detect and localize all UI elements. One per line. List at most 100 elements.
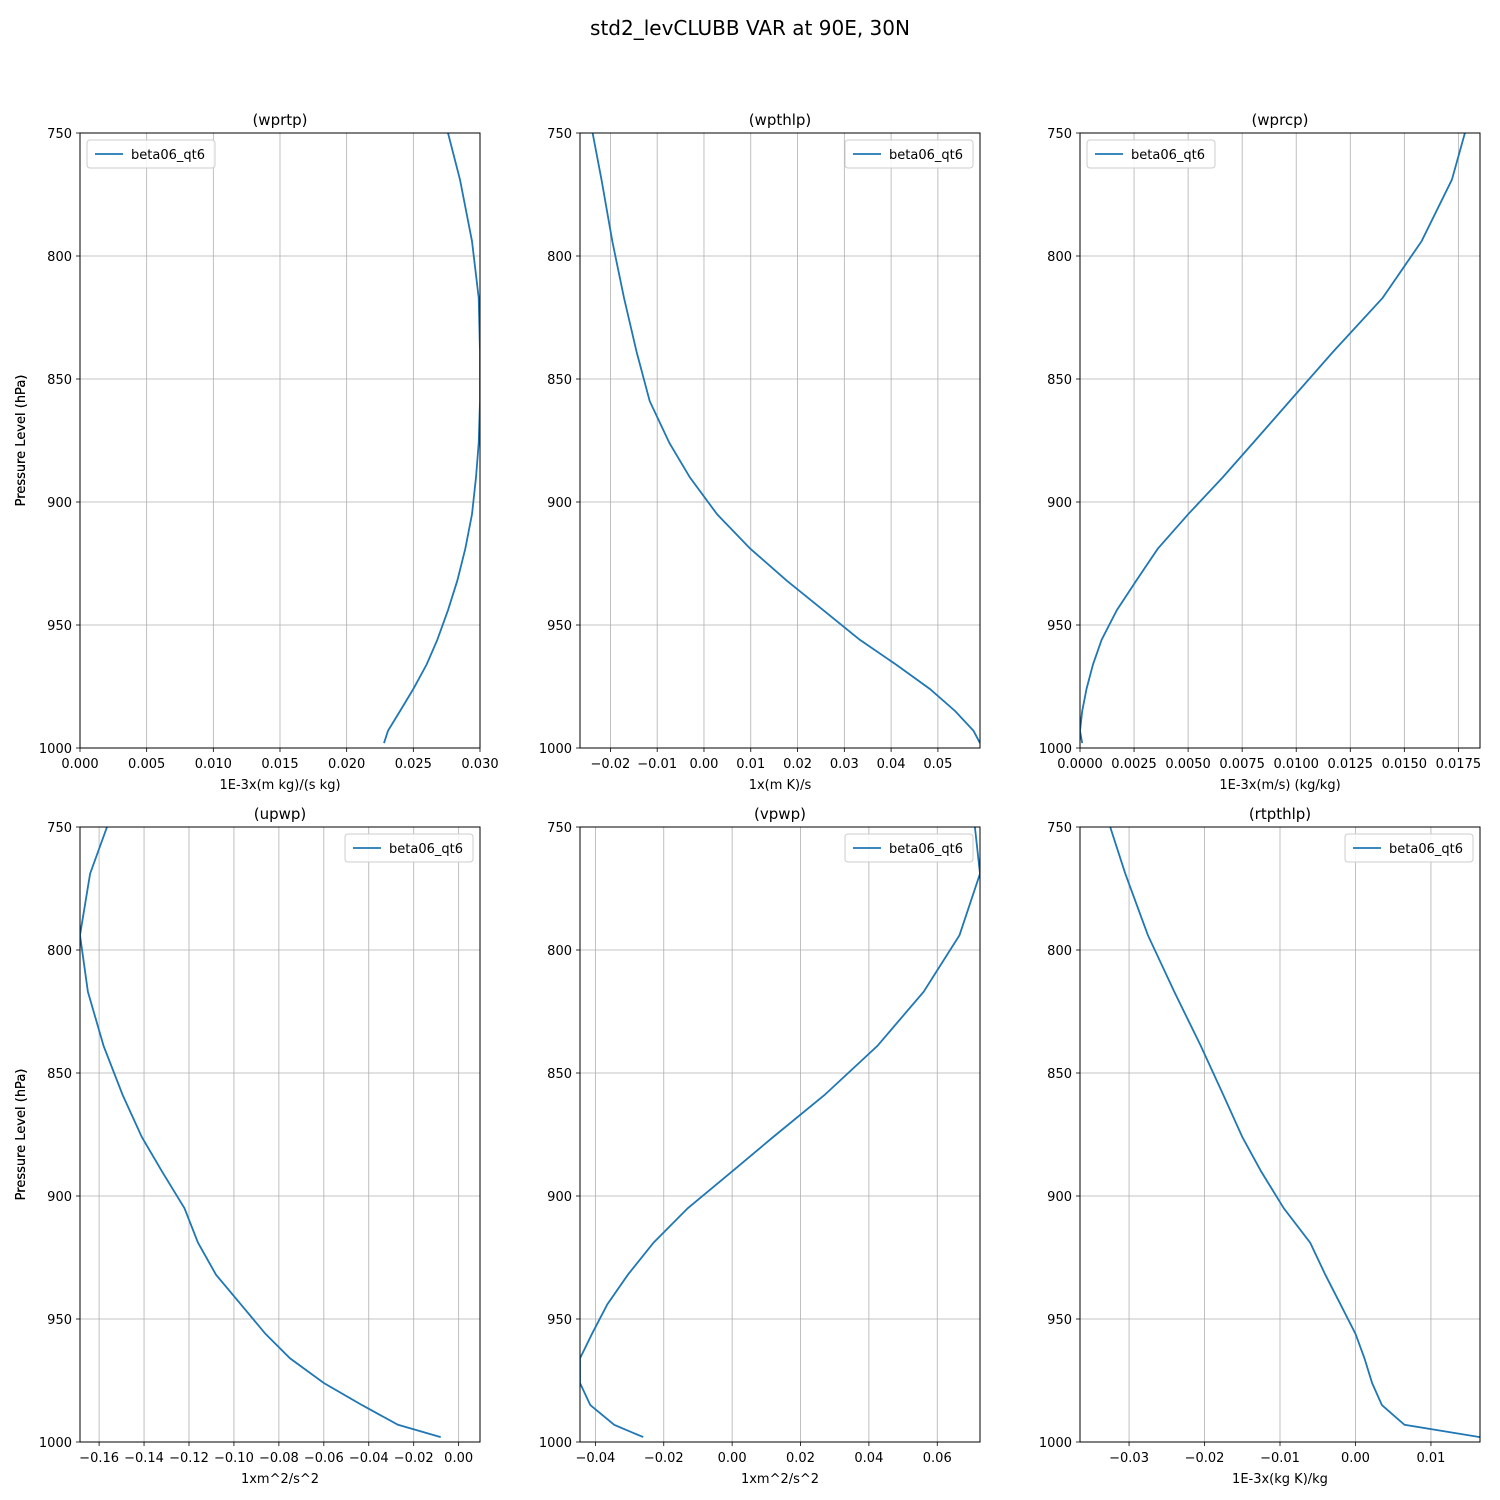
- subplot-6: −0.03 −0.02 −0.01 0.00 0.01 750 800 850 900 950 10…: [14, 805, 1481, 1487]
- axes-frame: [79, 826, 481, 1443]
- series-line-beta06_qt6: [580, 827, 980, 1438]
- panel-title: (wpthlp): [749, 111, 812, 129]
- series-line-beta06_qt6: [383, 133, 480, 744]
- x-tick-label: −0.01: [1260, 1451, 1300, 1466]
- x-tick-label: −0.14: [124, 1451, 164, 1466]
- y-tick-label: 900: [1047, 1190, 1072, 1205]
- x-tick-label: −0.06: [304, 1451, 344, 1466]
- x-tick-label: 0.005: [128, 757, 165, 772]
- x-tick-label: −0.12: [169, 1451, 209, 1466]
- x-axis-label: 1xm^2/s^2: [741, 1472, 819, 1487]
- x-tick-label: 0.0075: [1219, 757, 1265, 772]
- x-tick-label: −0.01: [637, 757, 677, 772]
- legend-box: [86, 139, 216, 169]
- x-axis-label: 1x(m K)/s: [749, 778, 812, 793]
- y-tick-label: 850: [47, 1067, 72, 1082]
- x-tick-label: 0.02: [786, 1451, 815, 1466]
- x-tick-label: 0.00: [690, 757, 719, 772]
- y-tick-label: 1000: [1039, 1436, 1072, 1451]
- x-tick-label: 0.00: [444, 1451, 473, 1466]
- x-tick-label: 0.0150: [1382, 757, 1428, 772]
- legend-box: [1086, 139, 1216, 169]
- panel-title: (wprcp): [1251, 111, 1308, 129]
- y-tick-label: 850: [1047, 373, 1072, 388]
- y-tick-label: 1000: [539, 742, 572, 757]
- x-tick-label: −0.02: [1185, 1451, 1225, 1466]
- x-axis-label: 1E-3x(m/s) (kg/kg): [1219, 778, 1340, 793]
- panel-title: (rtpthlp): [1249, 805, 1311, 823]
- x-tick-label: 0.030: [461, 757, 498, 772]
- legend-label: beta06_qt6: [889, 148, 963, 163]
- legend-label: beta06_qt6: [389, 842, 463, 857]
- x-tick-label: 0.06: [923, 1451, 952, 1466]
- x-tick-label: 0.04: [854, 1451, 883, 1466]
- y-tick-label: 900: [47, 496, 72, 511]
- x-tick-label: 0.020: [328, 757, 365, 772]
- x-tick-label: −0.02: [644, 1451, 684, 1466]
- y-tick-label: 750: [1047, 127, 1072, 142]
- axes-frame: [579, 826, 981, 1443]
- y-tick-label: 800: [547, 250, 572, 265]
- y-tick-label: 900: [47, 1190, 72, 1205]
- y-tick-label: 900: [1047, 496, 1072, 511]
- x-tick-label: 0.01: [1416, 1451, 1445, 1466]
- y-axis-label: Pressure Level (hPa): [14, 1069, 29, 1201]
- x-tick-label: 0.025: [395, 757, 432, 772]
- x-axis-label: 1xm^2/s^2: [241, 1472, 319, 1487]
- x-tick-label: 0.0175: [1436, 757, 1482, 772]
- subplot-3: 0.0000 0.0025 0.0050 0.0075 0.0100 0.0125 0.01…: [14, 111, 1481, 793]
- subplot-5: −0.04 −0.02 0.00 0.02 0.04 0.06 750 800 850 900 95…: [14, 805, 981, 1487]
- x-tick-label: 0.000: [61, 757, 98, 772]
- y-tick-label: 950: [1047, 1313, 1072, 1328]
- legend-label: beta06_qt6: [1389, 842, 1463, 857]
- y-axis-label: Pressure Level (hPa): [14, 375, 29, 507]
- legend: beta06_qt6: [344, 833, 474, 863]
- legend: beta06_qt6: [844, 833, 974, 863]
- series-line-beta06_qt6: [1109, 827, 1480, 1438]
- subplot-4: −0.16 −0.14 −0.12 −0.10 −0.08 −0.06 −0.04 −0.02…: [14, 805, 481, 1487]
- y-axis-label: Pressure Level (hPa): [14, 375, 29, 507]
- y-tick-label: 800: [1047, 944, 1072, 959]
- x-tick-label: −0.10: [214, 1451, 254, 1466]
- y-tick-label: 1000: [39, 742, 72, 757]
- y-tick-label: 900: [547, 1190, 572, 1205]
- legend-box: [844, 139, 974, 169]
- x-tick-label: 0.0100: [1273, 757, 1319, 772]
- y-tick-label: 950: [1047, 619, 1072, 634]
- legend-label: beta06_qt6: [889, 842, 963, 857]
- y-tick-label: 800: [47, 944, 72, 959]
- axes-frame: [579, 132, 981, 749]
- y-tick-label: 950: [47, 1313, 72, 1328]
- panel-title: (upwp): [254, 805, 307, 823]
- y-tick-label: 850: [1047, 1067, 1072, 1082]
- y-axis-label: Pressure Level (hPa): [14, 1069, 29, 1201]
- legend: beta06_qt6: [844, 139, 974, 169]
- y-tick-label: 800: [47, 250, 72, 265]
- y-tick-label: 950: [547, 619, 572, 634]
- y-tick-label: 900: [547, 496, 572, 511]
- y-tick-label: 750: [47, 821, 72, 836]
- y-tick-label: 800: [547, 944, 572, 959]
- series-line-beta06_qt6: [591, 133, 980, 744]
- x-tick-label: 0.0050: [1165, 757, 1211, 772]
- y-tick-label: 800: [1047, 250, 1072, 265]
- y-tick-label: 950: [47, 619, 72, 634]
- legend: beta06_qt6: [1344, 833, 1474, 863]
- x-tick-label: 0.010: [195, 757, 232, 772]
- series-line-beta06_qt6: [1080, 133, 1466, 744]
- y-tick-label: 1000: [39, 1436, 72, 1451]
- series-line-beta06_qt6: [80, 827, 441, 1438]
- y-axis-label: Pressure Level (hPa): [14, 1069, 29, 1201]
- x-tick-label: −0.16: [79, 1451, 119, 1466]
- legend-label: beta06_qt6: [131, 148, 205, 163]
- x-tick-label: −0.04: [349, 1451, 389, 1466]
- x-tick-label: 0.04: [877, 757, 906, 772]
- y-tick-label: 750: [1047, 821, 1072, 836]
- y-tick-label: 850: [47, 373, 72, 388]
- x-tick-label: −0.02: [590, 757, 630, 772]
- x-tick-label: 0.0025: [1111, 757, 1157, 772]
- y-tick-label: 750: [547, 127, 572, 142]
- y-tick-label: 750: [547, 821, 572, 836]
- x-tick-label: −0.04: [575, 1451, 615, 1466]
- y-tick-label: 750: [47, 127, 72, 142]
